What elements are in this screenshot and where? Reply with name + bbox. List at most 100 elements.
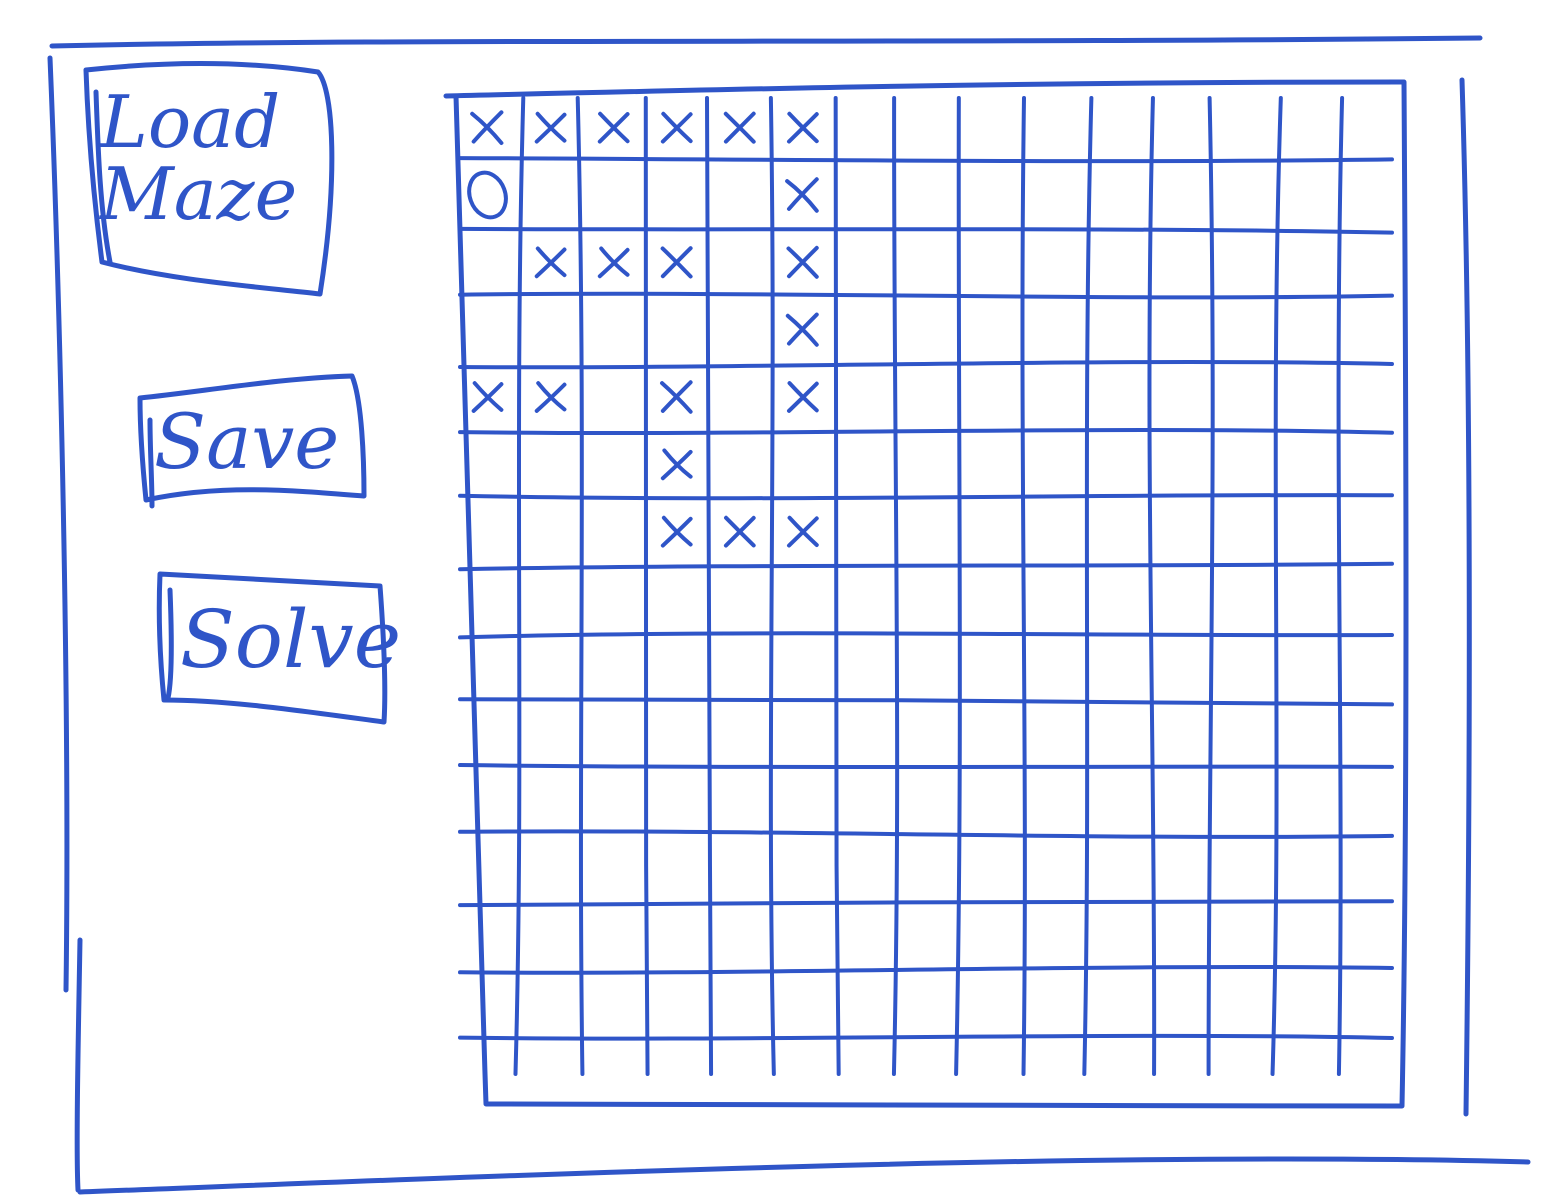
- maze-cell[interactable]: [708, 700, 771, 767]
- maze-cell[interactable]: [834, 498, 897, 565]
- maze-cell[interactable]: [897, 969, 960, 1036]
- maze-cell[interactable]: [519, 969, 582, 1036]
- maze-cell[interactable]: [456, 229, 519, 296]
- maze-cell[interactable]: [771, 633, 834, 700]
- maze-cell[interactable]: [1276, 565, 1339, 632]
- maze-cell[interactable]: [456, 296, 519, 363]
- maze-cell[interactable]: [708, 565, 771, 632]
- maze-cell[interactable]: [708, 902, 771, 969]
- maze-cell[interactable]: [1150, 161, 1213, 228]
- maze-cell[interactable]: [1024, 969, 1087, 1036]
- maze-cell[interactable]: [582, 498, 645, 565]
- maze-cell[interactable]: [961, 363, 1024, 430]
- maze-cell[interactable]: [771, 700, 834, 767]
- maze-cell[interactable]: [1276, 700, 1339, 767]
- maze-cell[interactable]: [519, 161, 582, 228]
- maze-cell[interactable]: [897, 94, 960, 161]
- maze-cell[interactable]: [1339, 94, 1402, 161]
- maze-cell[interactable]: [645, 767, 708, 834]
- maze-cell[interactable]: [1024, 633, 1087, 700]
- maze-cell[interactable]: [1339, 565, 1402, 632]
- maze-cell[interactable]: [708, 161, 771, 228]
- maze-cell[interactable]: [1339, 498, 1402, 565]
- maze-cell[interactable]: [1213, 1037, 1276, 1104]
- maze-cell[interactable]: [834, 1037, 897, 1104]
- maze-cell[interactable]: [961, 1037, 1024, 1104]
- maze-cell[interactable]: [1024, 700, 1087, 767]
- maze-cell[interactable]: [1339, 767, 1402, 834]
- maze-cell[interactable]: [1087, 969, 1150, 1036]
- maze-cell[interactable]: [834, 767, 897, 834]
- maze-cell[interactable]: [1024, 565, 1087, 632]
- maze-cell[interactable]: [834, 229, 897, 296]
- maze-cell[interactable]: [1213, 161, 1276, 228]
- maze-cell[interactable]: [519, 700, 582, 767]
- maze-cell[interactable]: [1150, 94, 1213, 161]
- maze-cell[interactable]: [1213, 700, 1276, 767]
- maze-cell[interactable]: [1087, 902, 1150, 969]
- maze-cell[interactable]: [1087, 229, 1150, 296]
- maze-cell[interactable]: [645, 161, 708, 228]
- maze-cell[interactable]: [1276, 94, 1339, 161]
- maze-cell[interactable]: [1150, 565, 1213, 632]
- maze-cell[interactable]: [1276, 296, 1339, 363]
- maze-cell[interactable]: [897, 902, 960, 969]
- maze-cell[interactable]: [1339, 431, 1402, 498]
- maze-cell[interactable]: [1150, 700, 1213, 767]
- maze-cell[interactable]: [519, 835, 582, 902]
- maze-cell[interactable]: [1024, 1037, 1087, 1104]
- maze-cell[interactable]: [582, 363, 645, 430]
- maze-cell[interactable]: [708, 835, 771, 902]
- maze-cell[interactable]: [645, 700, 708, 767]
- maze-cell[interactable]: [1276, 161, 1339, 228]
- maze-cell[interactable]: [582, 431, 645, 498]
- maze-cell[interactable]: [897, 431, 960, 498]
- maze-cell[interactable]: [456, 767, 519, 834]
- maze-cell[interactable]: [1087, 835, 1150, 902]
- maze-cell[interactable]: [771, 1037, 834, 1104]
- maze-cell[interactable]: [645, 969, 708, 1036]
- maze-cell[interactable]: [708, 633, 771, 700]
- maze-cell[interactable]: [1276, 969, 1339, 1036]
- maze-cell[interactable]: [645, 565, 708, 632]
- maze-cell[interactable]: [1339, 161, 1402, 228]
- maze-cell[interactable]: [834, 835, 897, 902]
- maze-cell[interactable]: [519, 565, 582, 632]
- maze-cell[interactable]: [1087, 431, 1150, 498]
- maze-cell[interactable]: [519, 431, 582, 498]
- maze-cell[interactable]: [1024, 296, 1087, 363]
- maze-cell[interactable]: [645, 296, 708, 363]
- maze-cell[interactable]: [519, 633, 582, 700]
- maze-cell[interactable]: [1150, 633, 1213, 700]
- maze-cell[interactable]: [1087, 700, 1150, 767]
- maze-cell[interactable]: [1087, 767, 1150, 834]
- maze-cell[interactable]: [1213, 969, 1276, 1036]
- maze-cell[interactable]: [708, 1037, 771, 1104]
- maze-cell[interactable]: [897, 498, 960, 565]
- maze-cell[interactable]: [1213, 565, 1276, 632]
- maze-cell[interactable]: [708, 969, 771, 1036]
- maze-cell[interactable]: [456, 633, 519, 700]
- maze-cell[interactable]: [582, 633, 645, 700]
- maze-cell[interactable]: [582, 700, 645, 767]
- maze-cell[interactable]: [1213, 431, 1276, 498]
- maze-cell[interactable]: [771, 565, 834, 632]
- maze-cell[interactable]: [708, 767, 771, 834]
- maze-cell[interactable]: [582, 1037, 645, 1104]
- maze-cell[interactable]: [1276, 229, 1339, 296]
- maze-cell[interactable]: [1024, 363, 1087, 430]
- maze-cell[interactable]: [582, 767, 645, 834]
- maze-cell[interactable]: [961, 94, 1024, 161]
- maze-cell[interactable]: [519, 498, 582, 565]
- maze-cell[interactable]: [1276, 498, 1339, 565]
- maze-cell[interactable]: [1150, 363, 1213, 430]
- maze-cell[interactable]: [1087, 633, 1150, 700]
- maze-cell[interactable]: [1150, 767, 1213, 834]
- maze-cell[interactable]: [519, 296, 582, 363]
- maze-cell[interactable]: [1150, 1037, 1213, 1104]
- maze-cell[interactable]: [519, 767, 582, 834]
- maze-cell[interactable]: [1213, 902, 1276, 969]
- maze-cell[interactable]: [456, 700, 519, 767]
- maze-cell[interactable]: [708, 229, 771, 296]
- maze-cell[interactable]: [897, 633, 960, 700]
